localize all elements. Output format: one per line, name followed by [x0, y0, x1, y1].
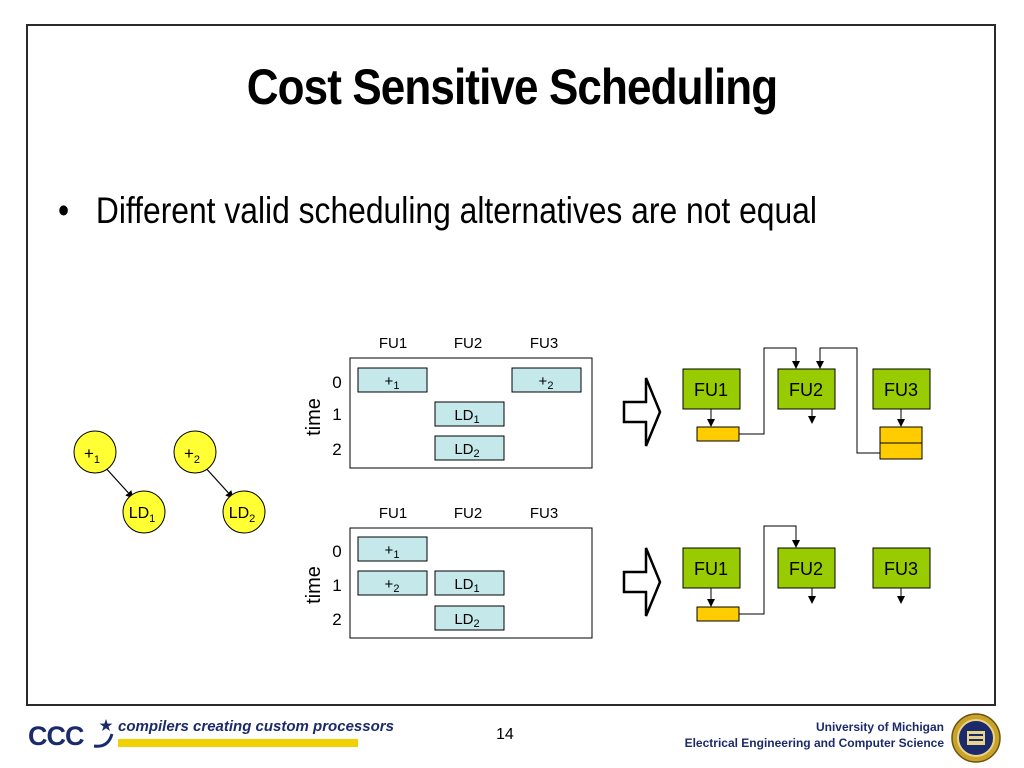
- slide-title: Cost Sensitive Scheduling: [246, 59, 778, 115]
- page-number: 14: [496, 726, 514, 743]
- svg-text:+1: +1: [84, 444, 100, 466]
- svg-text:LD1: LD1: [129, 505, 156, 525]
- svg-text:FU1: FU1: [694, 559, 728, 579]
- op-block-ld2: LD2: [434, 435, 505, 461]
- time-row-0: 0: [332, 542, 341, 561]
- column-header-fu2: FU2: [454, 505, 482, 522]
- register-fu3-upper: [879, 426, 923, 444]
- column-header-fu1: FU1: [379, 335, 407, 352]
- svg-text:FU2: FU2: [789, 380, 823, 400]
- implies-arrow-icon: [622, 377, 662, 447]
- schedule-table-2: FU1 FU2 FU3 time 0 1 2 +1 +2 LD1 LD2: [303, 505, 593, 639]
- fu-box-fu2: FU2: [777, 547, 836, 589]
- edge-add1-ld1: [103, 465, 134, 499]
- hardware-datapath-2: FU1 FU2 FU3: [682, 525, 931, 622]
- node-ld2: LD2: [222, 490, 266, 534]
- hardware-datapath-1: FU1 FU2 FU3: [682, 347, 931, 460]
- svg-text:+2: +2: [539, 373, 554, 392]
- column-header-fu3: FU3: [530, 505, 558, 522]
- bullet-text: Different valid scheduling alternatives …: [95, 190, 817, 231]
- time-row-2: 2: [332, 440, 341, 459]
- op-block-add1: +1: [357, 536, 428, 562]
- svg-text:+2: +2: [385, 576, 400, 595]
- department-name: Electrical Engineering and Computer Scie…: [684, 736, 944, 750]
- svg-text:+1: +1: [385, 542, 400, 561]
- time-axis-label: time: [303, 566, 325, 604]
- op-block-add2: +2: [357, 570, 428, 596]
- time-row-1: 1: [332, 576, 341, 595]
- bullet-dot: •: [58, 190, 70, 231]
- university-seal-icon: [951, 713, 1001, 763]
- column-header-fu2: FU2: [454, 335, 482, 352]
- register-to-fu2-wire: [816, 347, 880, 454]
- svg-text:FU3: FU3: [884, 380, 918, 400]
- time-row-2: 2: [332, 610, 341, 629]
- university-name: University of Michigan: [815, 720, 944, 734]
- svg-text:+2: +2: [184, 444, 200, 466]
- fu-box-fu1: FU1: [682, 547, 741, 589]
- node-add1: +1: [73, 430, 117, 474]
- register-fu1: [696, 606, 740, 622]
- fu-box-fu2: FU2: [777, 368, 836, 410]
- star-icon: [99, 719, 113, 731]
- svg-text:LD1: LD1: [454, 576, 479, 595]
- time-axis-label: time: [303, 398, 325, 436]
- svg-text:LD2: LD2: [454, 611, 479, 630]
- register-fu1: [696, 426, 740, 442]
- svg-text:FU1: FU1: [694, 380, 728, 400]
- svg-text:+1: +1: [385, 373, 400, 392]
- svg-text:LD1: LD1: [454, 407, 479, 426]
- edge-add2-ld2: [203, 465, 234, 499]
- svg-text:LD2: LD2: [454, 441, 479, 460]
- hammer-sickle-icon: [93, 733, 114, 748]
- register-fu3-lower: [879, 442, 923, 460]
- slide-frame: [26, 24, 996, 706]
- register-to-fu2-wire: [739, 525, 800, 615]
- tagline-underline-bar: [118, 739, 358, 747]
- register-to-fu2-wire: [739, 347, 800, 435]
- svg-text:FU2: FU2: [789, 559, 823, 579]
- time-row-1: 1: [332, 405, 341, 424]
- svg-text:LD2: LD2: [229, 505, 256, 525]
- fu-box-fu3: FU3: [872, 547, 931, 589]
- dependency-graph: +1 +2 LD1 LD2: [73, 430, 266, 534]
- implies-arrow-icon: [622, 547, 662, 617]
- fu-box-fu3: FU3: [872, 368, 931, 410]
- column-header-fu3: FU3: [530, 335, 558, 352]
- op-block-ld2: LD2: [434, 605, 505, 631]
- time-row-0: 0: [332, 373, 341, 392]
- fu-box-fu1: FU1: [682, 368, 741, 410]
- ccc-logo-text: CCC: [28, 721, 84, 751]
- op-block-add2: +2: [511, 367, 582, 393]
- column-header-fu1: FU1: [379, 505, 407, 522]
- op-block-ld1: LD1: [434, 570, 505, 596]
- svg-text:FU3: FU3: [884, 559, 918, 579]
- footer-tagline: compilers creating custom processors: [118, 718, 394, 735]
- node-ld1: LD1: [122, 490, 166, 534]
- schedule-table-1: FU1 FU2 FU3 time 0 1 2 +1 +2 LD1 LD2: [303, 335, 593, 469]
- op-block-add1: +1: [357, 367, 428, 393]
- op-block-ld1: LD1: [434, 401, 505, 427]
- affiliation-block: University of Michigan Electrical Engine…: [685, 719, 944, 751]
- ccc-logo: CCC: [28, 719, 114, 751]
- node-add2: +2: [173, 430, 217, 474]
- bullet-item: • Different valid scheduling alternatives…: [58, 190, 817, 232]
